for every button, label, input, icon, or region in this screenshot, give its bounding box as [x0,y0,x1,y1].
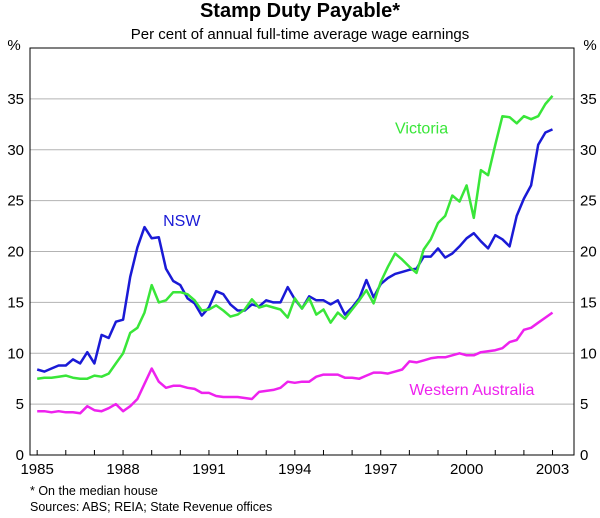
y-tick-label-right: 0 [580,447,588,464]
x-tick-label: 1985 [20,461,53,478]
series-line-western-australia [37,311,554,415]
chart-subtitle: Per cent of annual full-time average wag… [130,26,470,43]
footnote-note: * On the median house [30,484,158,498]
y-tick-label-right: 25 [580,193,597,210]
series-label-nsw: NSW [163,213,201,230]
series-label-western-australia: Western Australia [409,382,534,399]
y-tick-label-left: 30 [7,142,24,159]
x-tick-label: 2000 [450,461,483,478]
y-tick-label-right: 5 [580,396,588,413]
y-tick-label-right: 30 [580,142,597,159]
y-unit-left: % [7,37,20,54]
x-tick-label: 1991 [192,461,225,478]
x-tick-label: 1988 [106,461,139,478]
footnote-sources: Sources: ABS; REIA; State Revenue office… [30,500,273,514]
series-line-victoria [37,94,554,380]
x-tick-label: 1994 [278,461,311,478]
y-tick-label-left: 15 [7,294,24,311]
series-line-nsw [36,128,554,373]
series-label-victoria: Victoria [395,120,448,137]
y-tick-label-left: 10 [7,345,24,362]
y-tick-label-right: 35 [580,91,597,108]
y-tick-label-left: 20 [7,244,24,261]
y-tick-label-left: 35 [7,91,24,108]
plot-frame [29,47,575,456]
x-tick-label: 2003 [536,461,569,478]
y-tick-label-right: 10 [580,345,597,362]
y-unit-right: % [583,37,596,54]
y-tick-label-left: 0 [16,447,24,464]
x-tick-label: 1997 [364,461,397,478]
y-tick-label-right: 15 [580,294,597,311]
y-tick-label-right: 20 [580,244,597,261]
y-tick-label-left: 5 [16,396,24,413]
y-tick-label-left: 25 [7,193,24,210]
chart-title: Stamp Duty Payable* [199,0,401,22]
